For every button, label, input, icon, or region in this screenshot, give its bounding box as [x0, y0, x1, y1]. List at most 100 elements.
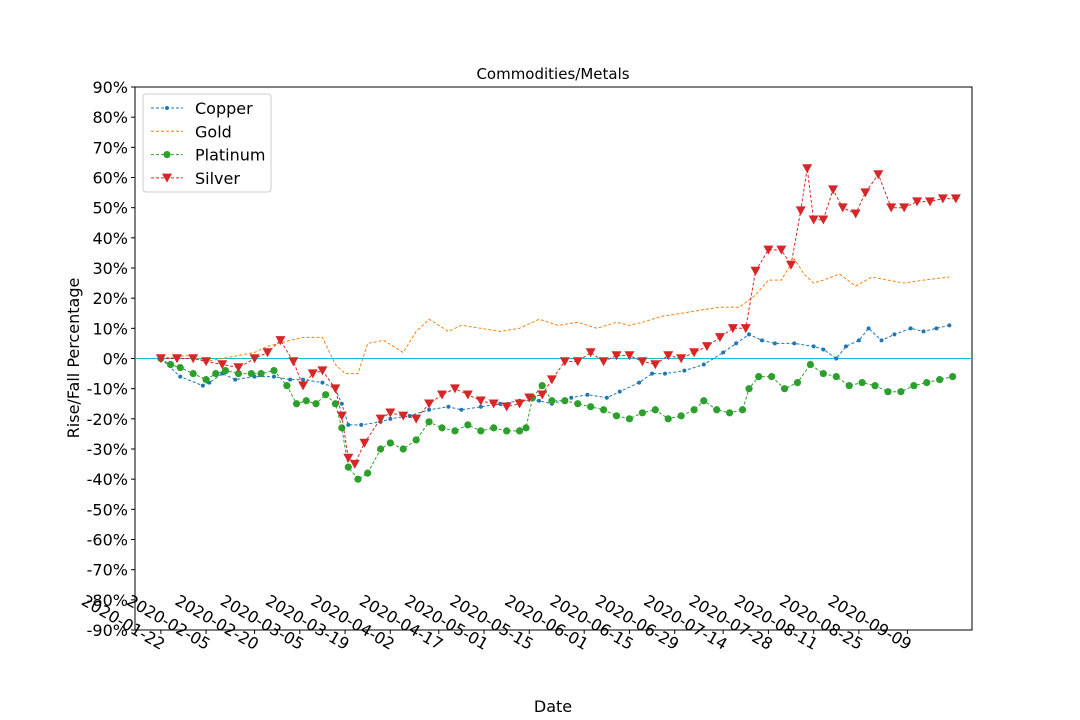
data-point-silver: [750, 266, 761, 276]
data-point-silver: [546, 375, 557, 385]
data-point-platinum: [897, 388, 905, 396]
y-tick-label: -80%: [87, 591, 128, 610]
data-point-copper: [908, 326, 913, 331]
data-point-silver: [714, 333, 725, 343]
data-point-platinum: [806, 360, 815, 369]
data-point-copper: [921, 329, 926, 334]
data-point-silver: [802, 164, 813, 174]
data-point-copper: [339, 401, 344, 406]
data-point-platinum: [884, 388, 892, 396]
data-point-silver: [437, 390, 448, 400]
data-point-silver: [288, 357, 299, 367]
data-point-silver: [375, 414, 386, 424]
data-point-copper: [200, 383, 205, 388]
data-point-copper: [178, 374, 183, 379]
data-point-silver: [275, 336, 286, 346]
data-point-copper: [359, 422, 364, 427]
data-point-silver: [860, 188, 871, 198]
data-point-copper: [617, 389, 622, 394]
data-point-copper: [734, 341, 739, 346]
data-point-platinum: [515, 427, 524, 435]
data-point-platinum: [425, 418, 433, 426]
data-point-platinum: [690, 406, 698, 414]
legend-item-silver: Silver: [151, 169, 240, 188]
y-tick-label: 50%: [92, 199, 128, 218]
data-point-silver: [689, 348, 700, 358]
data-point-platinum: [490, 424, 498, 432]
data-point-platinum: [755, 373, 763, 381]
y-tick-label: -70%: [87, 561, 128, 580]
data-point-copper: [478, 404, 483, 409]
data-point-platinum: [270, 366, 278, 375]
data-point-copper: [721, 350, 726, 355]
data-point-silver: [795, 206, 806, 216]
data-point-platinum: [858, 379, 866, 387]
y-tick-label: -60%: [87, 531, 128, 550]
legend-marker-silver: [162, 173, 172, 183]
data-point-copper: [934, 326, 939, 331]
data-point-silver: [585, 348, 596, 358]
data-point-platinum: [726, 409, 734, 417]
data-point-platinum: [503, 427, 511, 435]
data-point-silver: [763, 245, 774, 255]
y-tick-label: 80%: [92, 108, 128, 127]
data-point-silver: [349, 459, 360, 469]
y-tick-label: -40%: [87, 470, 128, 489]
data-point-platinum: [312, 400, 320, 408]
series-line-gold: [160, 257, 950, 375]
data-point-silver: [201, 357, 212, 367]
legend-box: [142, 93, 272, 193]
data-point-copper: [320, 380, 325, 385]
data-point-silver: [172, 354, 183, 364]
data-point-silver: [217, 360, 228, 370]
data-point-silver: [727, 324, 738, 334]
series-copper: [158, 323, 952, 427]
data-point-silver: [449, 384, 460, 394]
data-point-platinum: [364, 469, 372, 477]
data-point-silver: [786, 260, 797, 270]
y-tick-label: 20%: [92, 289, 128, 308]
y-tick-label: 10%: [92, 319, 128, 338]
data-point-silver: [776, 245, 787, 255]
legend-label-platinum: Platinum: [195, 146, 265, 165]
data-point-silver: [924, 197, 935, 207]
y-tick-label: 0%: [103, 350, 128, 369]
data-point-silver: [873, 170, 884, 180]
data-point-platinum: [202, 376, 210, 384]
data-point-copper: [792, 341, 797, 346]
data-point-platinum: [793, 379, 802, 387]
data-point-platinum: [522, 424, 530, 432]
data-point-platinum: [923, 379, 931, 387]
y-tick-label: 90%: [92, 78, 128, 97]
data-point-platinum: [587, 403, 595, 411]
data-point-platinum: [247, 369, 255, 378]
data-point-platinum: [871, 382, 879, 390]
data-point-copper: [892, 332, 897, 337]
data-point-platinum: [738, 406, 747, 414]
data-point-platinum: [612, 412, 621, 420]
data-point-silver: [343, 453, 354, 463]
series-gold: [160, 257, 950, 375]
data-point-silver: [899, 203, 910, 213]
data-point-platinum: [412, 436, 420, 444]
data-point-platinum: [212, 369, 220, 378]
data-point-copper: [585, 392, 590, 397]
legend: Copper Gold Platinum Silver: [142, 93, 272, 193]
data-point-copper: [427, 407, 432, 412]
data-point-silver: [398, 411, 409, 421]
data-point-silver: [524, 393, 535, 403]
legend-label-gold: Gold: [195, 122, 232, 141]
data-point-silver: [537, 390, 548, 400]
data-point-silver: [262, 348, 273, 358]
data-point-platinum: [700, 397, 708, 405]
data-point-platinum: [354, 475, 362, 483]
legend-label-silver: Silver: [195, 169, 240, 188]
data-point-platinum: [664, 415, 672, 423]
data-point-platinum: [845, 382, 853, 390]
series-platinum: [157, 354, 957, 483]
y-tick-label: -30%: [87, 440, 128, 459]
data-point-copper: [271, 374, 276, 379]
data-point-copper: [843, 344, 848, 349]
data-point-platinum: [283, 382, 291, 390]
data-point-platinum: [292, 400, 301, 408]
